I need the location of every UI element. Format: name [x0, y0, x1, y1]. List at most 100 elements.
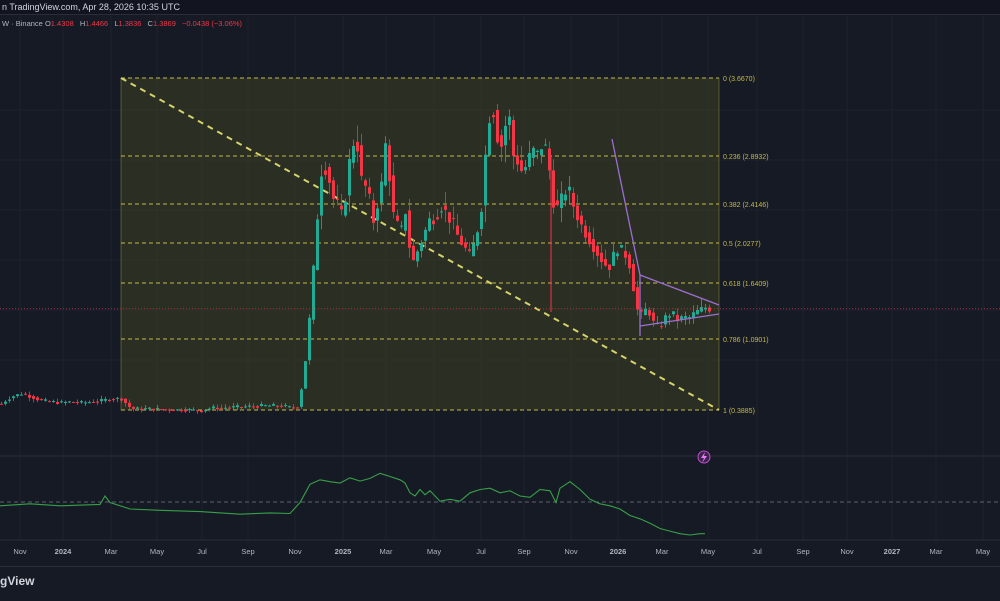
- candle-body: [632, 263, 635, 292]
- candle-body: [148, 407, 151, 409]
- candle-body: [276, 405, 279, 407]
- triangle-pattern[interactable]: [611, 138, 720, 336]
- candle-body: [496, 109, 499, 143]
- triangle-upper-line[interactable]: [639, 274, 720, 306]
- candle-body: [312, 265, 315, 320]
- candle-body: [224, 407, 227, 409]
- triangle-left-edge[interactable]: [611, 138, 641, 276]
- candle-body: [32, 396, 35, 399]
- candle-body: [284, 405, 287, 407]
- candle-body: [360, 145, 363, 176]
- candle-body: [308, 317, 311, 361]
- candle-body: [4, 401, 7, 404]
- candle-body: [164, 409, 167, 411]
- candlestick-series: [0, 103, 711, 414]
- candle-body: [584, 225, 587, 238]
- candle-body: [468, 249, 471, 251]
- candle-body: [204, 410, 207, 412]
- fib-level-label-0.5: 0.5 (2.0277): [723, 241, 761, 248]
- candle-body: [608, 264, 611, 270]
- candle-body: [116, 397, 119, 399]
- candle-body: [692, 312, 695, 318]
- time-axis-label-nov: Nov: [564, 547, 578, 556]
- candle-body: [644, 308, 647, 316]
- candle-body: [20, 394, 23, 396]
- candle-body: [92, 401, 95, 403]
- time-axis-label-nov: Nov: [840, 547, 854, 556]
- candle-body: [16, 394, 19, 397]
- candle-body: [412, 245, 415, 261]
- time-axis-label-jul: Jul: [476, 547, 486, 556]
- candle-body: [560, 193, 563, 208]
- candle-body: [248, 405, 251, 407]
- candle-body: [512, 120, 515, 156]
- lightning-icon-glyph[interactable]: [701, 452, 707, 463]
- candle-body: [332, 180, 335, 199]
- candle-body: [264, 405, 267, 407]
- candle-body: [616, 253, 619, 257]
- candle-body: [472, 243, 475, 257]
- candle-body: [80, 401, 83, 403]
- candle-body: [684, 316, 687, 319]
- fib-level-label-0: 0 (3.6670): [723, 76, 755, 83]
- candle-body: [48, 401, 51, 403]
- candle-body: [136, 407, 139, 409]
- candle-body: [280, 405, 283, 407]
- fibonacci-levels[interactable]: [120, 77, 720, 411]
- candle-body: [368, 187, 371, 194]
- candle-body: [24, 393, 27, 395]
- open-label: O: [44, 19, 51, 28]
- symbol-legend: W · Binance O1.4308 H1.4466 L1.3836 C1.3…: [2, 18, 246, 30]
- candle-body: [592, 239, 595, 253]
- candle-body: [668, 316, 671, 318]
- lightning-icon[interactable]: [697, 450, 711, 464]
- high-label: H: [79, 19, 86, 28]
- candle-body: [536, 150, 539, 152]
- triangle-lower-line[interactable]: [639, 313, 720, 327]
- candle-body: [424, 229, 427, 241]
- fib-level-label-0.382: 0.382 (2.4146): [723, 202, 769, 209]
- candle-body: [444, 205, 447, 210]
- candle-body: [0, 403, 3, 405]
- candle-body: [688, 317, 691, 319]
- candle-body: [372, 200, 375, 223]
- candle-body: [144, 408, 147, 410]
- time-axis-label-2025: 2025: [335, 547, 352, 556]
- candle-body: [300, 389, 303, 407]
- candle-body: [244, 406, 247, 408]
- candle-body: [364, 180, 367, 186]
- candle-body: [120, 398, 123, 401]
- candle-body: [672, 311, 675, 315]
- candle-body: [68, 401, 71, 403]
- close-label: C: [147, 19, 153, 28]
- candle-body: [344, 201, 347, 216]
- time-axis-label-jul: Jul: [752, 547, 762, 556]
- candle-body: [84, 402, 87, 404]
- candle-body: [64, 401, 67, 403]
- candle-body: [216, 407, 219, 410]
- candle-body: [440, 211, 443, 213]
- candle-body: [524, 167, 527, 171]
- candle-body: [12, 396, 15, 399]
- time-axis-label-may: May: [150, 547, 164, 556]
- candle-body: [432, 220, 435, 225]
- time-axis-label-may: May: [701, 547, 715, 556]
- time-axis-label-may: May: [976, 547, 990, 556]
- candle-body: [612, 251, 615, 266]
- fib-level-label-0.786: 0.786 (1.0901): [723, 337, 769, 344]
- candle-body: [600, 252, 603, 262]
- candle-body: [396, 215, 399, 221]
- candle-body: [324, 170, 327, 175]
- low-value: 1.3836: [118, 19, 142, 28]
- candle-body: [636, 287, 639, 310]
- candle-body: [620, 245, 623, 248]
- time-axis-label-mar: Mar: [930, 547, 943, 556]
- candle-body: [88, 402, 91, 404]
- candle-body: [28, 394, 31, 398]
- fib-level-label-1: 1 (0.3885): [723, 408, 755, 415]
- candle-body: [448, 212, 451, 223]
- candle-body: [400, 225, 403, 227]
- candle-body: [352, 145, 355, 163]
- candle-body: [236, 405, 239, 408]
